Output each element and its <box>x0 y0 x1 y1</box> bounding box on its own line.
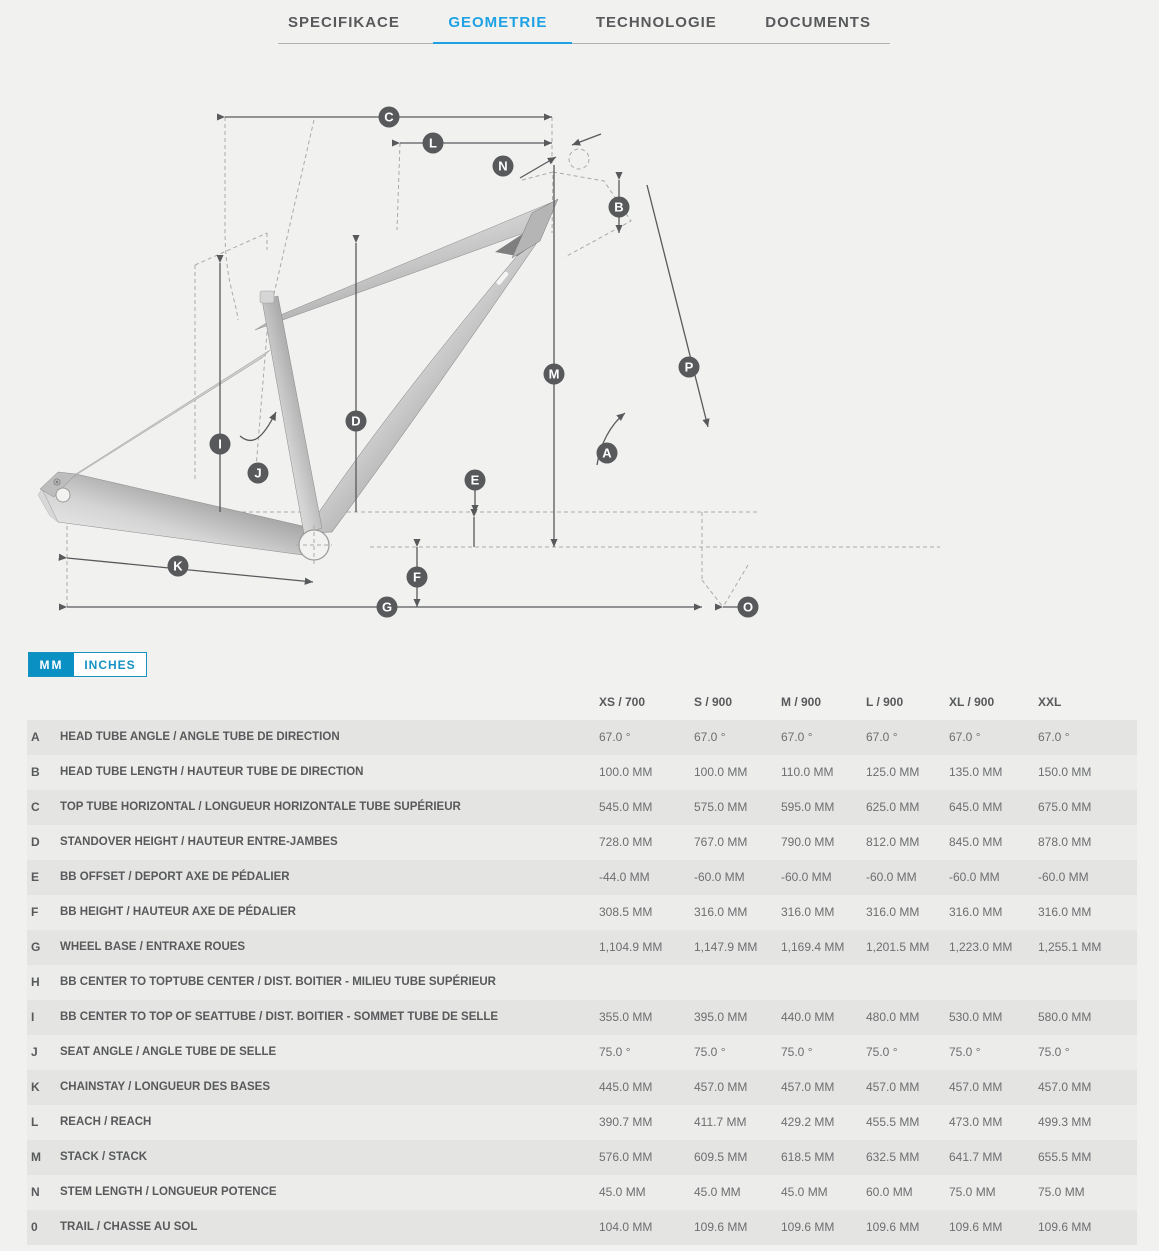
svg-text:C: C <box>384 110 394 125</box>
svg-text:N: N <box>498 159 507 174</box>
svg-text:D: D <box>351 414 360 429</box>
svg-text:M: M <box>549 367 560 382</box>
svg-text:P: P <box>685 360 694 375</box>
svg-text:E: E <box>471 473 480 488</box>
svg-text:G: G <box>382 600 392 615</box>
svg-text:K: K <box>173 559 183 574</box>
svg-text:F: F <box>413 570 421 585</box>
svg-text:A: A <box>602 446 612 461</box>
svg-text:L: L <box>429 136 437 151</box>
svg-text:I: I <box>218 437 222 452</box>
svg-text:J: J <box>254 466 261 481</box>
svg-text:O: O <box>743 600 753 615</box>
svg-text:B: B <box>614 200 623 215</box>
